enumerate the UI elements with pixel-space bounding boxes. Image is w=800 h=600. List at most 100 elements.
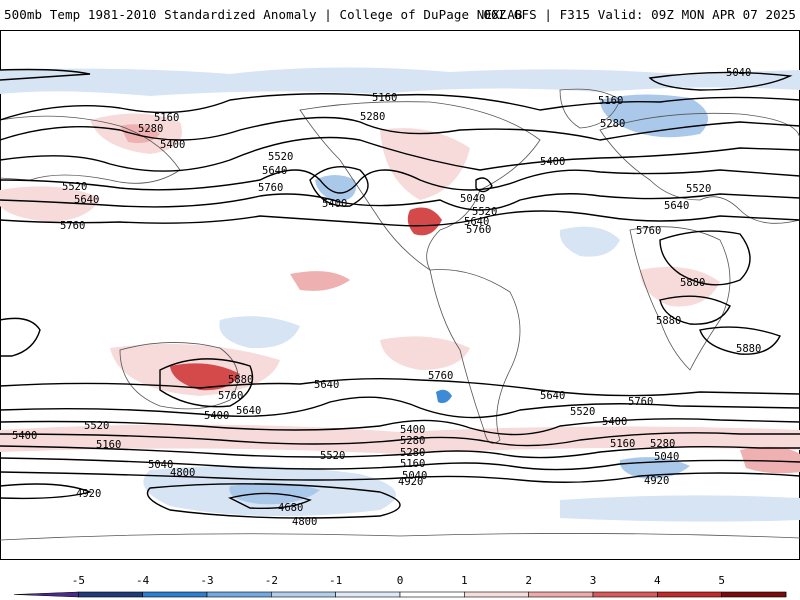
contour-label: 5640 <box>314 379 339 391</box>
contour-label: 4680 <box>278 502 303 514</box>
contour-label: 5280 <box>650 438 675 450</box>
map-title: 500mb Temp 1981-2010 Standardized Anomal… <box>4 7 523 22</box>
height-contours <box>0 68 800 519</box>
contour-label: 5400 <box>400 424 425 436</box>
legend-tick-label: -1 <box>329 574 342 587</box>
contour-label: 5160 <box>610 438 635 450</box>
africa-outline <box>629 226 731 371</box>
contour-label: 5280 <box>400 447 425 459</box>
contour-label: 4800 <box>292 516 317 528</box>
cool-anomaly-africa <box>559 226 620 257</box>
anomaly-map: 5040 5160 5280 5160 5400 5520 5640 5760 … <box>0 30 800 560</box>
contour-label: 5520 <box>84 420 109 432</box>
cool-anomaly-antarctic <box>560 495 800 522</box>
color-legend: -5 -4 -3 -2 -1 0 1 2 3 4 5 <box>0 568 800 600</box>
contour-label: 5520 <box>570 406 595 418</box>
legend-tick-label: 5 <box>718 574 725 587</box>
warm-anomaly-southern-belt <box>0 424 800 454</box>
warm-anomaly-south-indian <box>740 446 800 474</box>
contour-label: 5520 <box>268 151 293 163</box>
contour-label: 5520 <box>472 206 497 218</box>
warm-anomaly-west-atlantic <box>0 186 100 222</box>
legend-color-swatch <box>464 591 529 598</box>
contour-label: 5640 <box>540 390 565 402</box>
run-info: 06Z GFS | F315 Valid: 09Z MON APR 07 202… <box>483 7 796 22</box>
legend-color-swatch <box>78 591 143 598</box>
contour-label: 5400 <box>602 416 627 428</box>
contour-label: 5880 <box>680 277 705 289</box>
cool-anomaly-south-america <box>436 389 452 404</box>
cool-anomaly-pacific-low <box>315 175 356 202</box>
contour-label: 5160 <box>96 439 121 451</box>
contour-labels: 5040 5160 5280 5160 5400 5520 5640 5760 … <box>12 67 761 528</box>
warm-anomaly-mid-atlantic <box>380 336 470 370</box>
contour-label: 5400 <box>322 198 347 210</box>
legend-arrow-low <box>13 591 79 598</box>
legend-color-swatch <box>271 591 336 598</box>
contour-label: 5760 <box>60 220 85 232</box>
contour-label: 5400 <box>160 139 185 151</box>
legend-tick-label: 0 <box>397 574 404 587</box>
cool-anomaly-arctic <box>0 67 800 96</box>
contour-label: 5280 <box>360 111 385 123</box>
contour-label: 4920 <box>76 488 101 500</box>
contour-label: 5520 <box>686 183 711 195</box>
contour-label: 5040 <box>726 67 751 79</box>
contour-label: 5760 <box>636 225 661 237</box>
warm-anomaly-central-pacific <box>290 271 350 291</box>
contour-label: 5280 <box>400 435 425 447</box>
south-america-outline <box>429 269 521 444</box>
legend-color-swatch <box>142 591 208 598</box>
contour-label: 5760 <box>428 370 453 382</box>
contour-label: 5640 <box>74 194 99 206</box>
legend-color-swatch <box>399 591 465 598</box>
legend-color-swatch <box>592 591 658 598</box>
contour-label: 5760 <box>466 224 491 236</box>
legend-color-swatch <box>335 591 401 598</box>
contour-label: 5880 <box>656 315 681 327</box>
contour-label: 5880 <box>736 343 761 355</box>
contour-label: 4800 <box>170 467 195 479</box>
contour-label: 5040 <box>460 193 485 205</box>
contour-label: 5280 <box>600 118 625 130</box>
north-america-outline <box>299 101 541 272</box>
contour-label: 5160 <box>154 112 179 124</box>
contour-label: 5640 <box>464 216 489 228</box>
legend-tick-label: -4 <box>136 574 150 587</box>
contour-label: 5640 <box>262 165 287 177</box>
legend-tick-label: -3 <box>200 574 213 587</box>
legend-color-swatch <box>657 591 722 598</box>
contour-label: 5160 <box>372 92 397 104</box>
contour-label: 5520 <box>62 181 87 193</box>
anomaly-shading <box>0 67 800 522</box>
contour-label: 5400 <box>12 430 37 442</box>
contour-label: 5400 <box>540 156 565 168</box>
warm-anomaly-north-america <box>380 128 470 200</box>
contour-label: 5160 <box>598 95 623 107</box>
legend-color-swatch <box>528 591 594 598</box>
contour-label: 4920 <box>398 476 423 488</box>
legend-tick-label: -2 <box>265 574 278 587</box>
map-canvas: 5040 5160 5280 5160 5400 5520 5640 5760 … <box>0 30 800 560</box>
warm-anomaly-north-pacific-core <box>120 124 160 143</box>
legend-tick-label: 1 <box>461 574 468 587</box>
contour-label: 5760 <box>218 390 243 402</box>
warm-anomaly-south-pacific-core <box>170 363 240 391</box>
contour-label: 5040 <box>148 459 173 471</box>
contour-label: 5640 <box>236 405 261 417</box>
contour-label: 5040 <box>402 470 427 482</box>
contour-label: 5520 <box>320 450 345 462</box>
contour-label: 5280 <box>138 123 163 135</box>
legend-color-bar <box>13 591 787 598</box>
legend-tick-label: 4 <box>654 574 661 587</box>
header: 500mb Temp 1981-2010 Standardized Anomal… <box>0 0 800 30</box>
legend-tick-label: 3 <box>590 574 597 587</box>
contour-label: 5400 <box>204 410 229 422</box>
legend-tick-label: 2 <box>525 574 532 587</box>
australia-outline <box>119 342 239 410</box>
legend-color-swatch <box>721 591 787 598</box>
legend-tick-label: -5 <box>72 574 85 587</box>
cool-anomaly-greenland <box>600 94 708 138</box>
contour-label: 5640 <box>664 200 689 212</box>
contour-label: 5880 <box>228 374 253 386</box>
